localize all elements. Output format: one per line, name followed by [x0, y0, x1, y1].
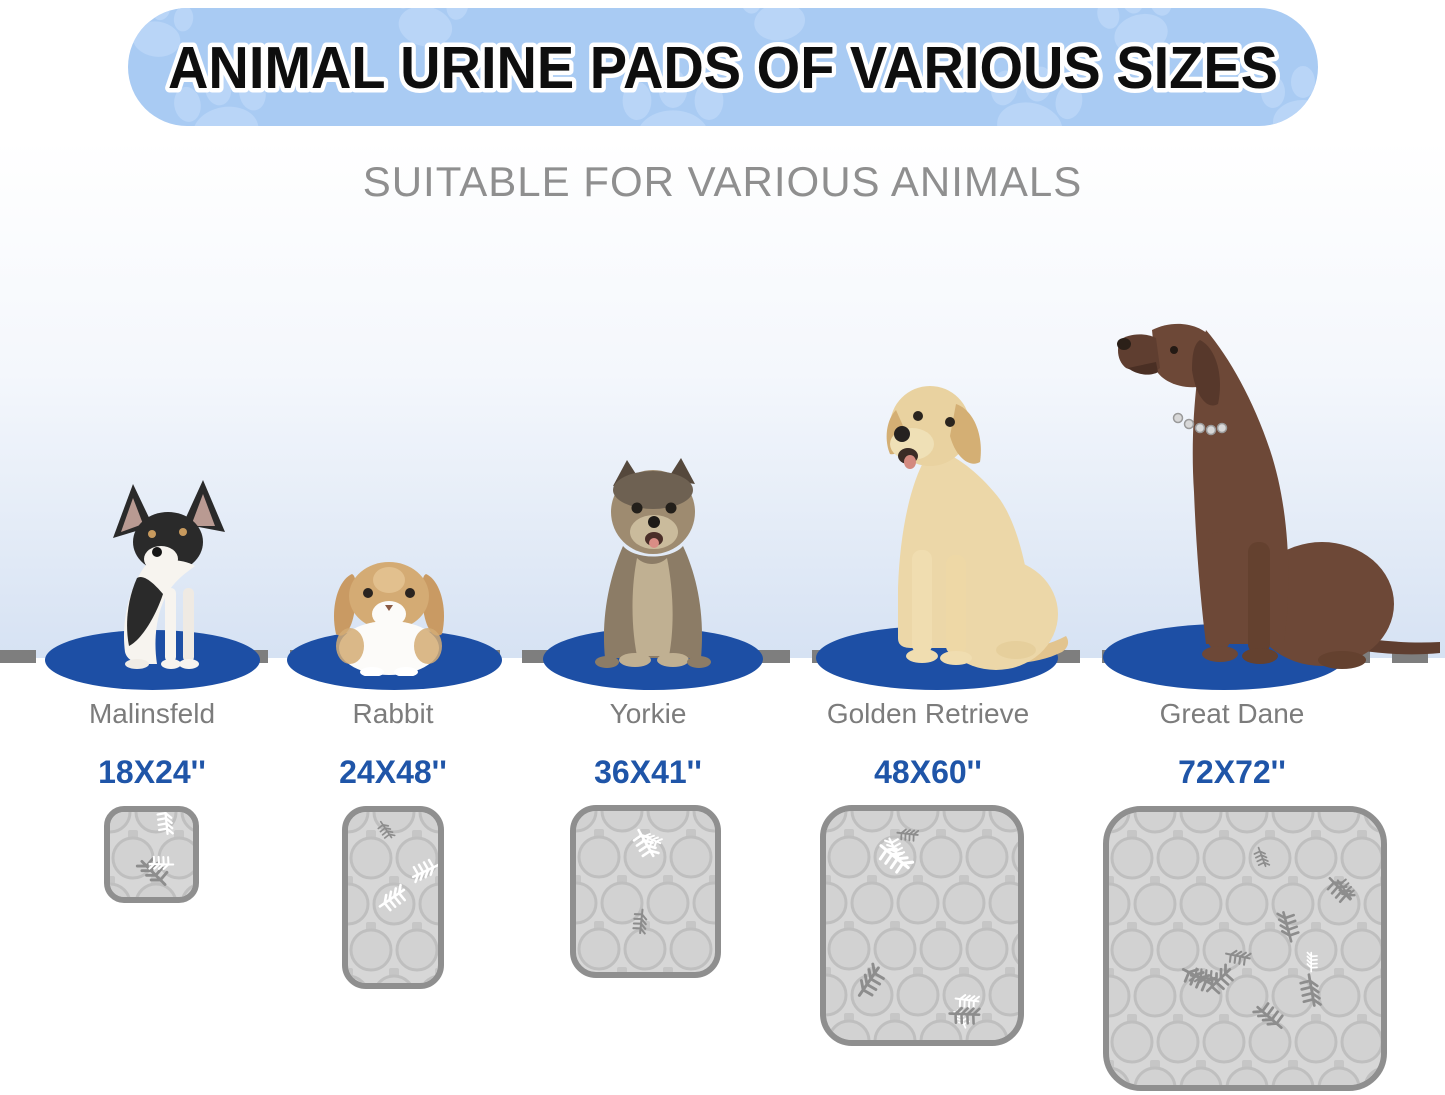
banner-art: ANIMAL URINE PADS OF VARIOUS SIZES	[128, 8, 1318, 126]
pee-pad-graphic-18x24	[104, 806, 199, 903]
pee-pad-graphic-72x72	[1103, 806, 1387, 1091]
animal-name-label: Malinsfeld	[88, 698, 216, 729]
pad-size-label: 36X41''	[594, 754, 702, 790]
pee-pad-graphic-48x60	[820, 805, 1024, 1046]
subtitle: SUITABLE FOR VARIOUS ANIMALS	[362, 158, 1083, 205]
chihuahua-illustration	[113, 480, 225, 669]
golden-retriever-illustration	[886, 386, 1069, 670]
pad-size-label: 18X24''	[98, 754, 206, 790]
pad-size-label: 48X60''	[874, 754, 982, 790]
animal-name-label: Yorkie	[609, 698, 687, 729]
rabbit-illustration	[333, 562, 445, 676]
chain-collar	[1172, 412, 1228, 436]
pad-size-label: 72X72''	[1178, 754, 1286, 790]
great-dane-illustration	[1117, 323, 1440, 669]
yorkie-illustration	[595, 458, 711, 668]
pad-size-label: 24X48''	[339, 754, 447, 790]
animal-name-label: Rabbit	[352, 698, 434, 729]
pee-pad-graphic-36x41	[570, 805, 721, 978]
animal-name-label: Golden Retrieve	[826, 698, 1030, 729]
banner-title: ANIMAL URINE PADS OF VARIOUS SIZES	[168, 35, 1278, 101]
pee-pad-graphic-24x48	[342, 806, 444, 989]
animal-name-label: Great Dane	[1159, 698, 1305, 729]
title-banner: ANIMAL URINE PADS OF VARIOUS SIZES	[128, 8, 1318, 126]
